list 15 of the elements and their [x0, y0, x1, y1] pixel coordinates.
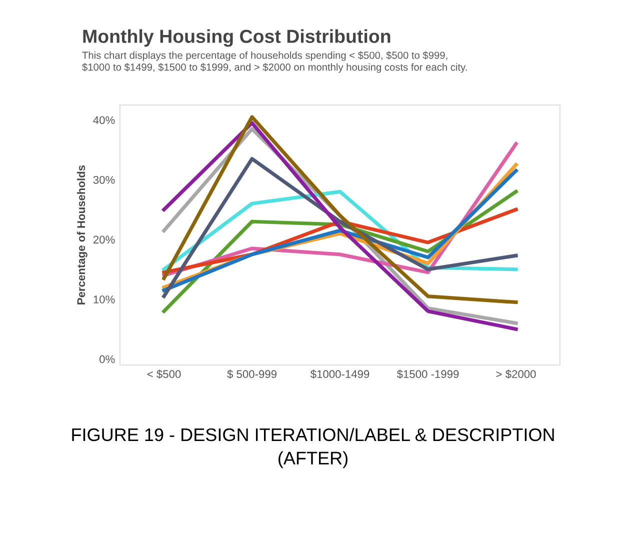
- y-tick-label: 30%: [93, 176, 115, 184]
- chart-title: Monthly Housing Cost Distribution: [83, 29, 390, 47]
- caption: FIGURE 19 - DESIGN ITERATION/LABEL & DESCRIPTION (AFTER): [72, 428, 554, 468]
- y-tick-label: 40%: [93, 116, 115, 124]
- y-tick-label: 0%: [100, 355, 115, 364]
- chart-subtitle: This chart displays the percentage of households spending < $500, $500 to $999, $1000 to $1499, $1500 to $1999, and > $2000 on monthly housing costs for each city.: [82, 51, 467, 73]
- x-tick-label: > $2000: [496, 370, 536, 379]
- x-tick-label: $1000-1499: [310, 370, 370, 379]
- y-tick-label: 20%: [93, 236, 115, 244]
- x-tick-label: $1500 -1999: [396, 370, 459, 379]
- y-tick-label: 10%: [94, 296, 115, 304]
- x-tick-label: < $500: [147, 370, 181, 379]
- x-tick-label: $ 500-999: [227, 370, 276, 379]
- line-series: [162, 115, 518, 304]
- y-axis-title: Percentage of Households: [76, 165, 88, 304]
